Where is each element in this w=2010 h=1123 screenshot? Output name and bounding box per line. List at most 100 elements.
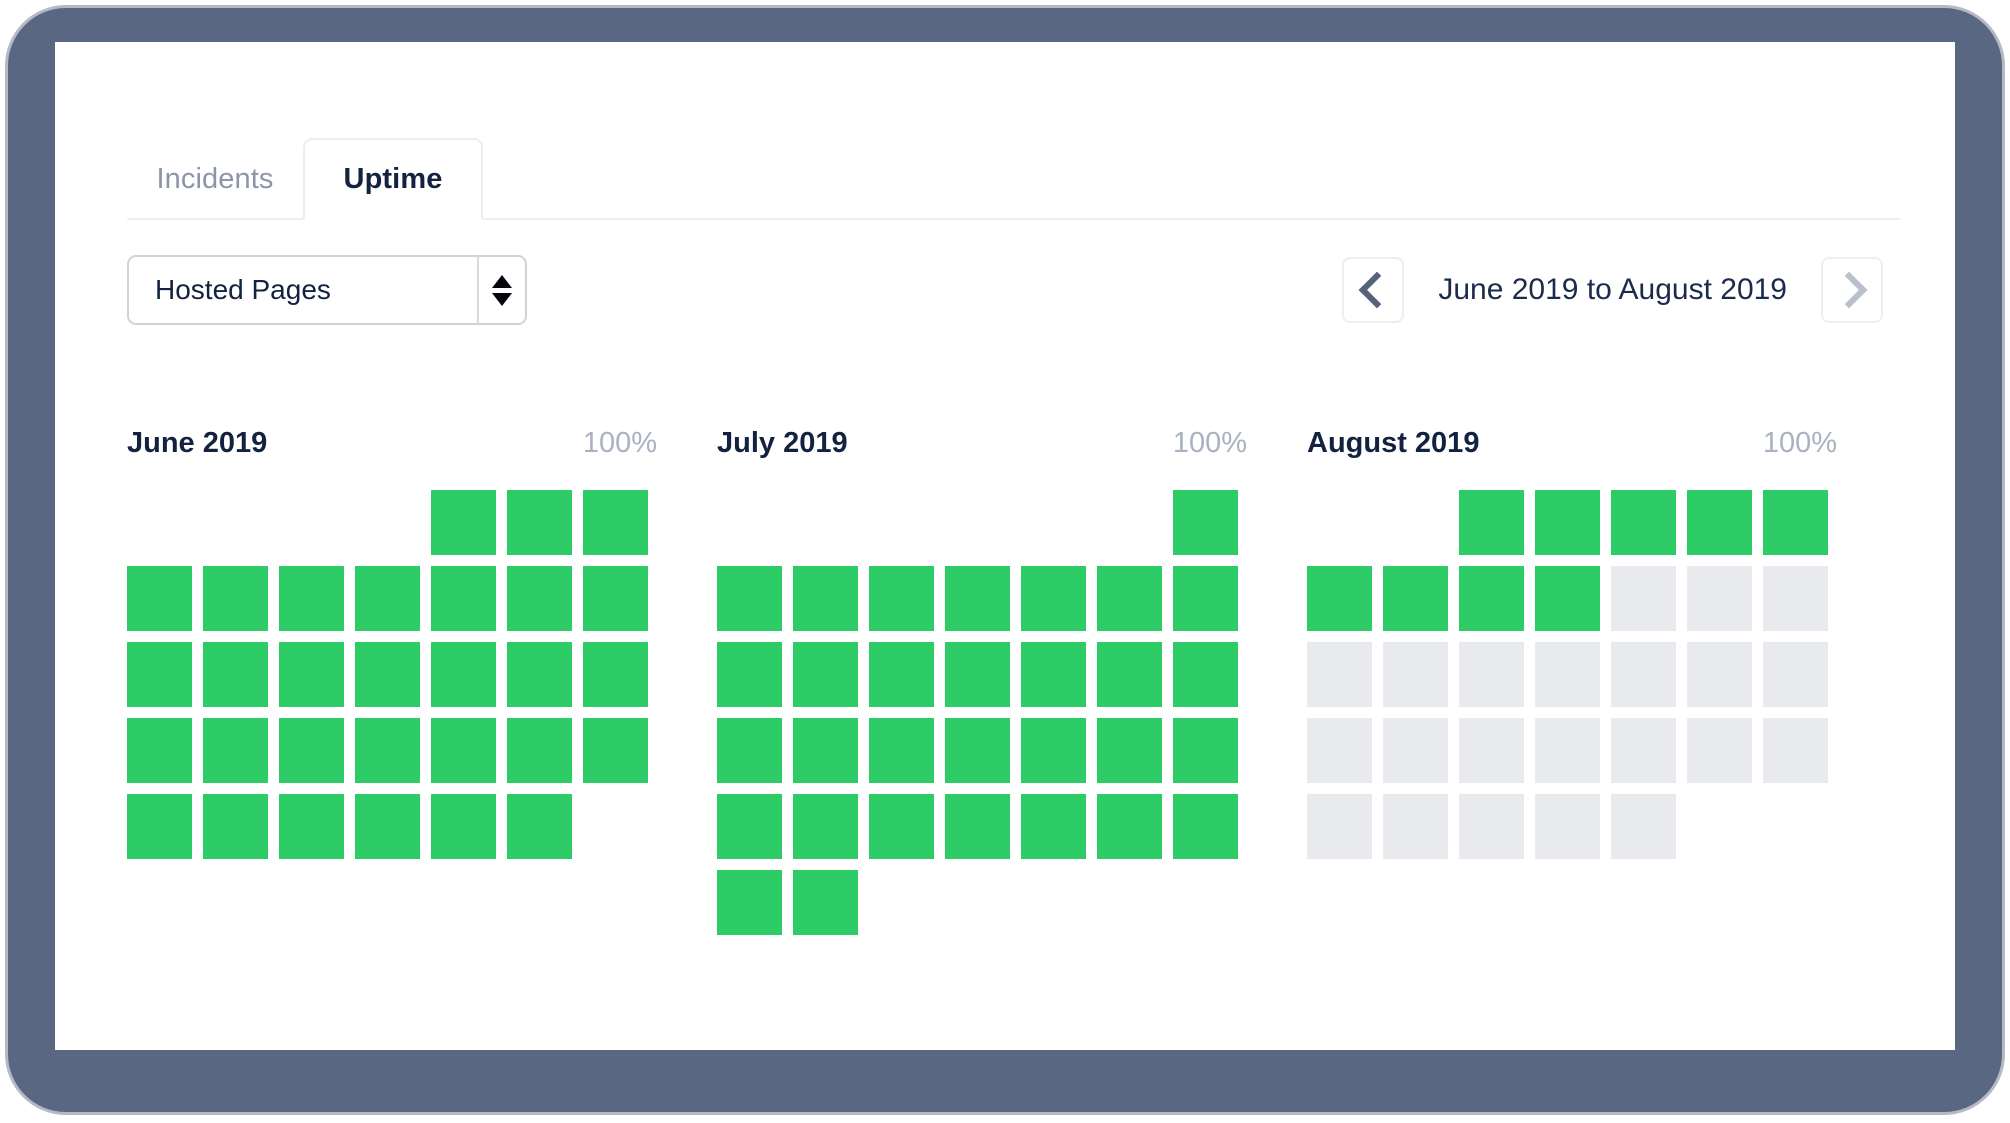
day-cell[interactable] [583,566,648,631]
day-cell-empty [869,870,934,935]
day-cell[interactable] [1687,642,1752,707]
day-cell[interactable] [717,566,782,631]
day-cell[interactable] [127,566,192,631]
day-cell[interactable] [1097,718,1162,783]
day-cell[interactable] [507,566,572,631]
day-cell[interactable] [203,642,268,707]
day-cell[interactable] [869,718,934,783]
day-cell[interactable] [1307,718,1372,783]
tab-uptime[interactable]: Uptime [303,138,483,220]
day-cell[interactable] [1459,490,1524,555]
day-cell[interactable] [1383,642,1448,707]
day-cell[interactable] [1173,566,1238,631]
day-cell[interactable] [279,794,344,859]
day-cell[interactable] [1383,566,1448,631]
day-cell[interactable] [355,566,420,631]
day-cell[interactable] [355,642,420,707]
day-cell[interactable] [431,566,496,631]
day-cell[interactable] [1763,642,1828,707]
day-cell[interactable] [1459,718,1524,783]
day-cell[interactable] [203,794,268,859]
day-cell[interactable] [793,642,858,707]
day-cell[interactable] [583,718,648,783]
day-cell[interactable] [355,794,420,859]
day-cell[interactable] [717,870,782,935]
page-filter-select[interactable]: Hosted Pages [127,255,527,325]
day-cell[interactable] [1173,794,1238,859]
day-cell[interactable] [583,490,648,555]
day-cell[interactable] [717,642,782,707]
day-cell[interactable] [507,718,572,783]
day-cell[interactable] [1383,718,1448,783]
day-cell[interactable] [1535,718,1600,783]
day-cell[interactable] [1611,490,1676,555]
day-cell[interactable] [1459,566,1524,631]
day-cell[interactable] [583,642,648,707]
day-cell[interactable] [1687,718,1752,783]
day-cell[interactable] [869,642,934,707]
day-cell[interactable] [431,490,496,555]
day-cell[interactable] [1021,718,1086,783]
tab-incidents[interactable]: Incidents [127,138,303,220]
day-cell[interactable] [1097,642,1162,707]
day-cell[interactable] [1687,566,1752,631]
day-cell[interactable] [1097,566,1162,631]
day-cell[interactable] [1383,794,1448,859]
day-cell[interactable] [127,718,192,783]
day-cell[interactable] [793,794,858,859]
day-cell[interactable] [945,718,1010,783]
day-cell[interactable] [279,642,344,707]
day-cell[interactable] [1173,642,1238,707]
day-cell[interactable] [1763,566,1828,631]
day-cell[interactable] [869,794,934,859]
day-cell[interactable] [1611,718,1676,783]
day-cell[interactable] [507,490,572,555]
day-cell[interactable] [793,566,858,631]
select-stepper-icon[interactable] [477,257,525,323]
day-cell[interactable] [717,794,782,859]
day-cell[interactable] [945,642,1010,707]
day-cell[interactable] [1611,794,1676,859]
day-cell[interactable] [1021,642,1086,707]
day-cell[interactable] [1021,794,1086,859]
day-cell[interactable] [1173,718,1238,783]
day-cell[interactable] [1687,490,1752,555]
day-cell[interactable] [431,718,496,783]
day-cell[interactable] [717,718,782,783]
day-cell[interactable] [1307,566,1372,631]
day-cell[interactable] [1535,794,1600,859]
day-cell[interactable] [431,642,496,707]
prev-range-button[interactable] [1342,257,1405,323]
day-cell[interactable] [1535,566,1600,631]
day-cell[interactable] [869,566,934,631]
day-cell[interactable] [279,566,344,631]
day-cell[interactable] [945,794,1010,859]
day-cell[interactable] [945,566,1010,631]
day-cell[interactable] [1459,642,1524,707]
day-cell[interactable] [279,718,344,783]
tab-bar-rule [127,218,1900,220]
day-cell[interactable] [203,718,268,783]
day-cell[interactable] [127,642,192,707]
day-cell[interactable] [127,794,192,859]
day-cell[interactable] [507,794,572,859]
day-cell[interactable] [355,718,420,783]
day-cell[interactable] [1535,490,1600,555]
day-cell[interactable] [793,718,858,783]
day-cell[interactable] [1307,794,1372,859]
day-cell[interactable] [1611,566,1676,631]
day-cell[interactable] [1763,490,1828,555]
day-cell[interactable] [1535,642,1600,707]
day-cell[interactable] [1021,566,1086,631]
day-cell[interactable] [431,794,496,859]
day-cell[interactable] [793,870,858,935]
next-range-button[interactable] [1821,257,1883,323]
day-cell[interactable] [1611,642,1676,707]
day-cell[interactable] [1459,794,1524,859]
day-cell[interactable] [1763,718,1828,783]
day-cell[interactable] [203,566,268,631]
day-cell[interactable] [1097,794,1162,859]
day-cell[interactable] [1173,490,1238,555]
day-cell[interactable] [507,642,572,707]
day-cell[interactable] [1307,642,1372,707]
